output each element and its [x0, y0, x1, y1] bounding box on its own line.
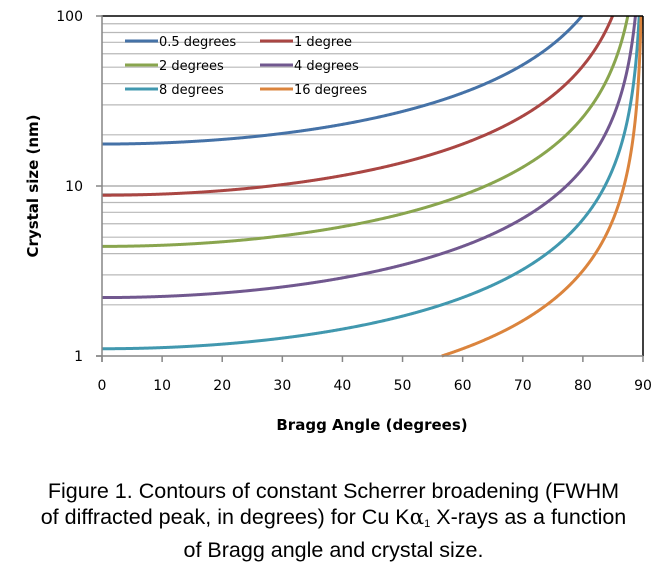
caption-line-3: of Bragg angle and crystal size. [183, 538, 484, 562]
y-axis-title: Crystal size (nm) [24, 115, 42, 258]
x-tick-label: 70 [514, 378, 532, 394]
x-tick-label: 50 [394, 378, 412, 394]
x-tick-label: 90 [634, 378, 652, 394]
y-axis-ticks: 1 10 100 [56, 9, 102, 365]
legend-label: 16 degrees [294, 83, 367, 98]
caption-line-1: Figure 1. Contours of constant Scherrer … [47, 479, 620, 503]
series-line-6 [440, 15, 643, 358]
x-tick-label: 10 [153, 378, 171, 394]
series-lines [101, 14, 643, 358]
series-line-5 [101, 15, 641, 351]
caption-line-2: of diffracted peak, in degrees) for Cu K… [0, 504, 667, 537]
gridlines [102, 23, 643, 306]
legend-label: 1 degree [294, 35, 352, 50]
legend-item: 16 degrees [260, 83, 367, 98]
legend-item: 0.5 degrees [125, 35, 236, 50]
y-tick-label: 1 [74, 349, 83, 365]
series-line-1 [101, 14, 584, 146]
legend: 0.5 degrees 1 degree 2 degrees 4 degrees 8 d… [125, 35, 367, 98]
caption-alpha: α [409, 505, 425, 530]
x-axis-ticks: 0 10 20 30 40 50 60 70 80 90 [98, 356, 652, 394]
legend-label: 0.5 degrees [159, 35, 236, 50]
y-tick-label: 10 [65, 179, 83, 195]
series-line-4 [101, 15, 637, 300]
x-axis-title: Bragg Angle (degrees) [276, 416, 467, 434]
legend-item: 8 degrees [125, 83, 224, 98]
caption-subscript: 1 [424, 518, 431, 530]
legend-label: 2 degrees [159, 59, 224, 74]
series-line-2 [101, 15, 614, 197]
x-tick-label: 30 [273, 378, 291, 394]
caption-line-2-start: of diffracted peak, in degrees) for Cu K [40, 505, 410, 529]
legend-item: 2 degrees [125, 59, 224, 74]
legend-label: 4 degrees [294, 59, 359, 74]
x-tick-label: 0 [98, 378, 107, 394]
x-tick-label: 60 [454, 378, 472, 394]
caption-line-2-end: X-rays as a function [430, 505, 627, 529]
legend-item: 4 degrees [260, 59, 359, 74]
chart: 0 10 20 30 40 50 60 70 80 90 1 10 100 Bragg Angle (… [24, 9, 652, 434]
x-tick-label: 20 [213, 378, 231, 394]
series-line-3 [101, 15, 630, 248]
y-tick-label: 100 [56, 9, 83, 25]
x-tick-label: 80 [574, 378, 592, 394]
figure-caption: Figure 1. Contours of constant Scherrer … [0, 478, 667, 563]
legend-item: 1 degree [260, 35, 352, 50]
legend-label: 8 degrees [159, 83, 224, 98]
x-tick-label: 40 [334, 378, 352, 394]
axes [96, 15, 644, 362]
